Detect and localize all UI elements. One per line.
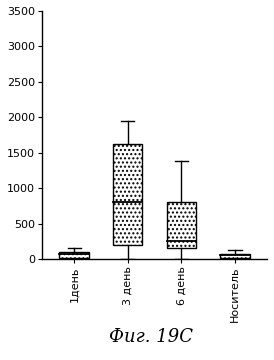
Bar — [167, 202, 196, 248]
Text: Фиг. 19C: Фиг. 19C — [109, 328, 193, 346]
Bar — [59, 252, 89, 258]
Bar — [113, 144, 142, 245]
Bar — [220, 253, 250, 258]
